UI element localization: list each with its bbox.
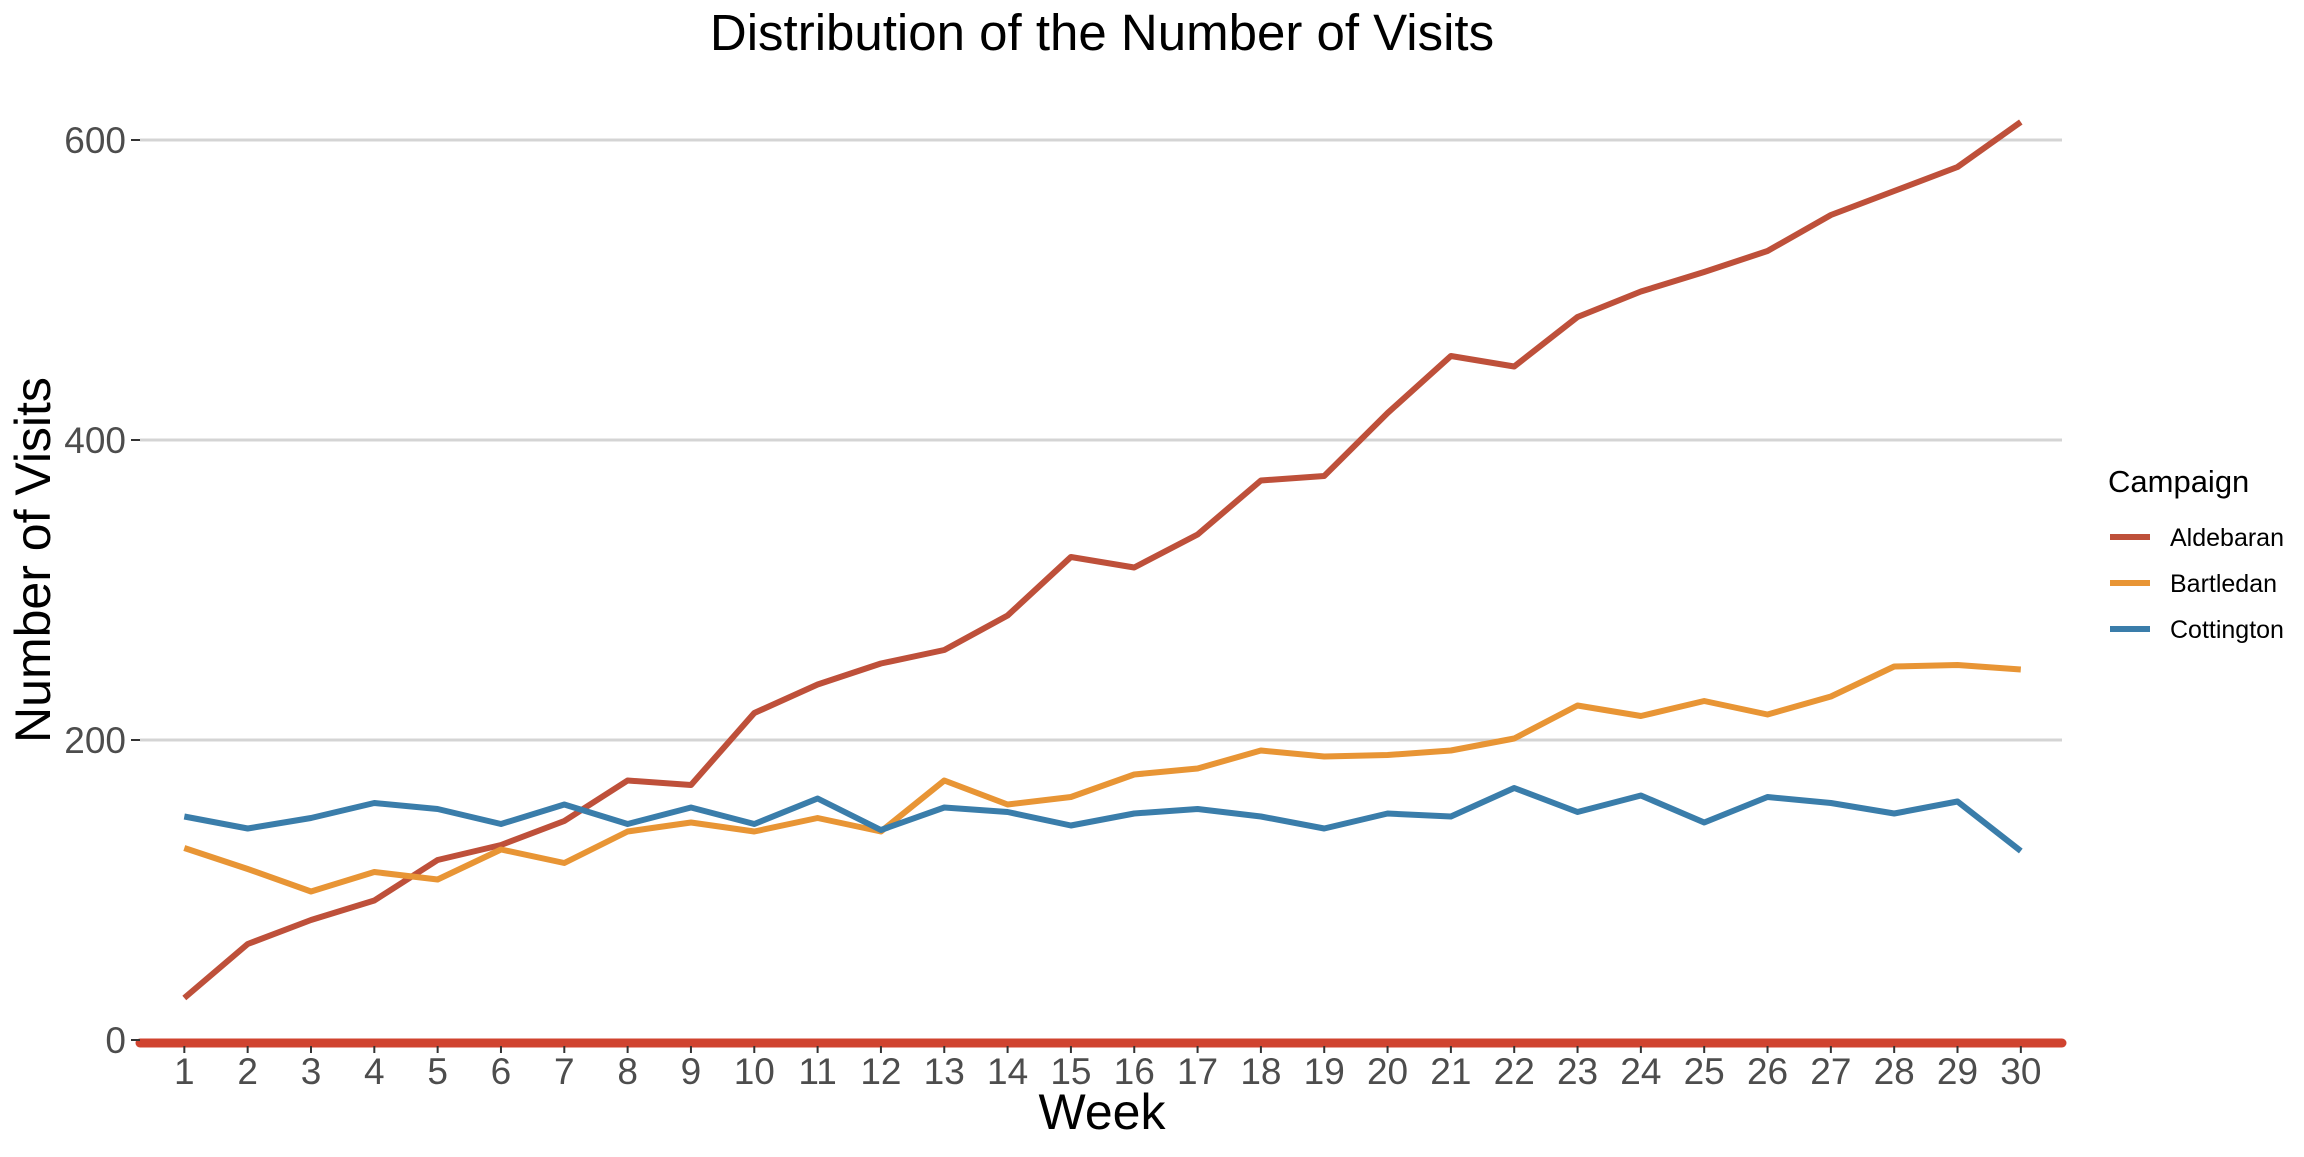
- series-line-cottington: [183, 785, 2023, 854]
- x-tick-label: 24: [1620, 1051, 1661, 1092]
- x-tick-label: 10: [734, 1051, 775, 1092]
- x-tick-label: 26: [1747, 1051, 1788, 1092]
- x-tick-label: 15: [1050, 1051, 1091, 1092]
- legend: Campaign Aldebaran Bartledan Cottington: [2108, 464, 2284, 644]
- legend-label-cottington: Cottington: [2170, 616, 2284, 644]
- x-axis-label: Week: [1039, 1084, 1167, 1140]
- x-tick-label: 28: [1874, 1051, 1915, 1092]
- x-tick-label: 14: [987, 1051, 1028, 1092]
- x-tick-label: 20: [1367, 1051, 1408, 1092]
- x-tick-label: 23: [1557, 1051, 1598, 1092]
- x-tick-label: 6: [491, 1051, 512, 1092]
- x-tick-label: 27: [1810, 1051, 1851, 1092]
- series-line-bartledan: [183, 662, 2022, 895]
- legend-label-bartledan: Bartledan: [2170, 570, 2277, 598]
- x-tick-label: 12: [860, 1051, 901, 1092]
- y-tick-label: 400: [64, 420, 126, 461]
- x-tick-label: 7: [554, 1051, 575, 1092]
- x-tick-label: 13: [924, 1051, 965, 1092]
- x-tick-label: 18: [1240, 1051, 1281, 1092]
- x-tick-label: 2: [237, 1051, 258, 1092]
- x-tick-label: 8: [617, 1051, 638, 1092]
- x-tick-label: 3: [301, 1051, 322, 1092]
- x-tick-label: 4: [364, 1051, 385, 1092]
- y-axis-label: Number of Visits: [5, 377, 61, 743]
- x-tick-label: 5: [427, 1051, 448, 1092]
- x-tick-label: 9: [681, 1051, 702, 1092]
- chart-title: Distribution of the Number of Visits: [710, 4, 1494, 61]
- y-axis-ticks: 0 200 400 600: [64, 120, 140, 1061]
- x-tick-label: 17: [1177, 1051, 1218, 1092]
- x-tick-label: 22: [1494, 1051, 1535, 1092]
- x-tick-label: 19: [1304, 1051, 1345, 1092]
- series-line-aldebaran: [182, 119, 2023, 1001]
- y-tick-label: 200: [64, 720, 126, 761]
- x-tick-label: 30: [2000, 1051, 2041, 1092]
- x-tick-label: 1: [174, 1051, 195, 1092]
- x-tick-label: 16: [1114, 1051, 1155, 1092]
- gridlines: [140, 138, 2062, 742]
- legend-label-aldebaran: Aldebaran: [2170, 524, 2284, 552]
- x-axis-ticks: 1 2 3 4 5 6 7 8 9 10 11 12 13 14 15 16 17 18 19 20 21 22 23 24 2…: [174, 1046, 2041, 1092]
- x-tick-label: 25: [1684, 1051, 1725, 1092]
- y-tick-label: 600: [64, 120, 126, 161]
- y-tick-label: 0: [105, 1020, 126, 1061]
- x-tick-label: 11: [798, 1051, 836, 1092]
- x-tick-label: 29: [1937, 1051, 1978, 1092]
- series-lines: [182, 119, 2023, 1001]
- legend-entries: Aldebaran Bartledan Cottington: [2110, 524, 2284, 644]
- x-tick-label: 21: [1430, 1051, 1471, 1092]
- legend-title: Campaign: [2108, 464, 2249, 499]
